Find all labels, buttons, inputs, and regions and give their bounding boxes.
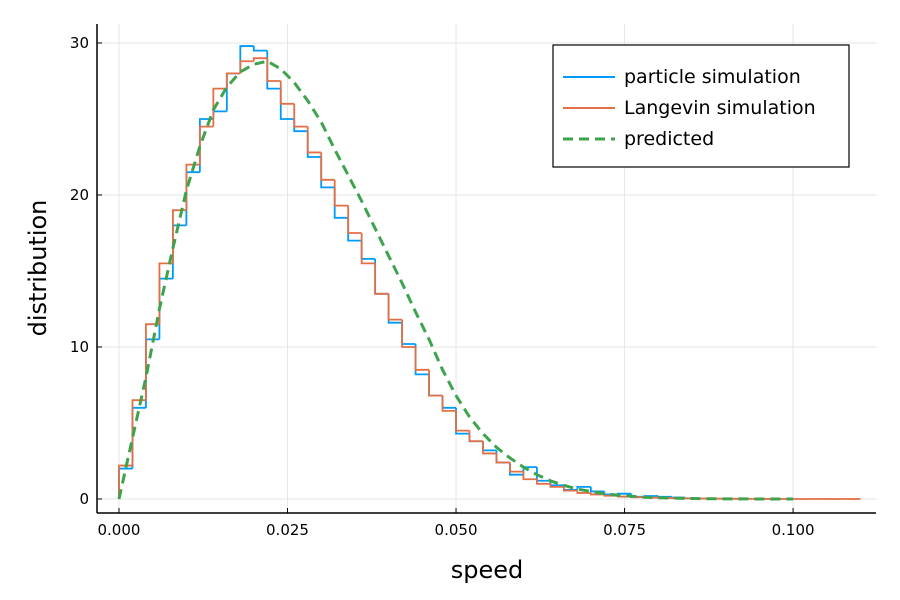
legend-label: predicted (624, 128, 714, 150)
histogram-step (172, 224, 187, 279)
histogram-step (522, 471, 537, 481)
histogram-step (333, 179, 349, 207)
histogram-step (576, 485, 591, 490)
histogram-step (333, 187, 349, 219)
histogram-step (172, 209, 187, 264)
histogram-step (428, 374, 443, 397)
histogram-step (212, 87, 227, 127)
legend-label: Langevin simulation (624, 97, 816, 119)
histogram-step (212, 110, 227, 120)
x-tick-label: 0.025 (266, 521, 309, 539)
y-tick-label: 30 (70, 34, 89, 52)
histogram-step (320, 157, 335, 189)
y-axis-label: distribution (24, 200, 52, 337)
histogram-step (482, 441, 497, 455)
histogram-step (401, 322, 416, 345)
histogram-step (347, 217, 362, 242)
histogram-step (374, 258, 389, 295)
histogram-step (131, 406, 146, 469)
histogram-step (468, 430, 483, 443)
x-tick-label: 0.050 (435, 521, 478, 539)
x-tick-label: 0.100 (772, 521, 815, 539)
histogram-step (225, 72, 241, 89)
histogram-step (441, 395, 457, 412)
histogram-step (455, 410, 470, 432)
histogram-step (239, 60, 254, 74)
histogram-step (414, 347, 430, 371)
histogram-step (198, 125, 214, 165)
histogram-step (347, 205, 362, 234)
histogram-step (320, 152, 335, 181)
histogram-step (441, 395, 457, 409)
x-tick-label: 0.000 (97, 521, 140, 539)
histogram-step (428, 369, 443, 397)
x-tick-label: 0.075 (603, 521, 646, 539)
histogram-step (482, 441, 497, 452)
histogram-step (549, 483, 564, 488)
histogram-step (387, 293, 403, 324)
histogram-step (536, 479, 551, 485)
y-tick-label: 20 (70, 186, 89, 204)
histogram-step (387, 293, 403, 321)
histogram-step (158, 277, 173, 340)
histogram-step (279, 81, 295, 105)
histogram-step (252, 46, 268, 52)
histogram-step (589, 486, 605, 493)
histogram-step (374, 263, 389, 295)
histogram-step (266, 58, 281, 82)
histogram-step (293, 103, 308, 128)
legend-box (552, 44, 850, 168)
y-tick-label: 10 (70, 338, 89, 356)
histogram-step (360, 233, 376, 265)
histogram-step (266, 50, 281, 90)
x-axis-label: speed (451, 556, 524, 584)
histogram-step (495, 453, 510, 464)
histogram-step (360, 240, 376, 260)
legend-label: particle simulation (624, 66, 801, 88)
histogram-step (468, 433, 483, 443)
histogram-step (293, 119, 308, 133)
histogram-step (306, 126, 322, 154)
histogram-step (562, 486, 578, 492)
y-tick-label: 0 (79, 490, 89, 508)
predicted-line (117, 59, 794, 501)
histogram-step (252, 57, 268, 62)
grid (97, 24, 876, 513)
histogram-step (509, 462, 524, 473)
histogram-step (576, 490, 591, 494)
histogram-step (118, 464, 133, 500)
histogram-step (536, 467, 551, 482)
histogram-step (401, 319, 416, 348)
